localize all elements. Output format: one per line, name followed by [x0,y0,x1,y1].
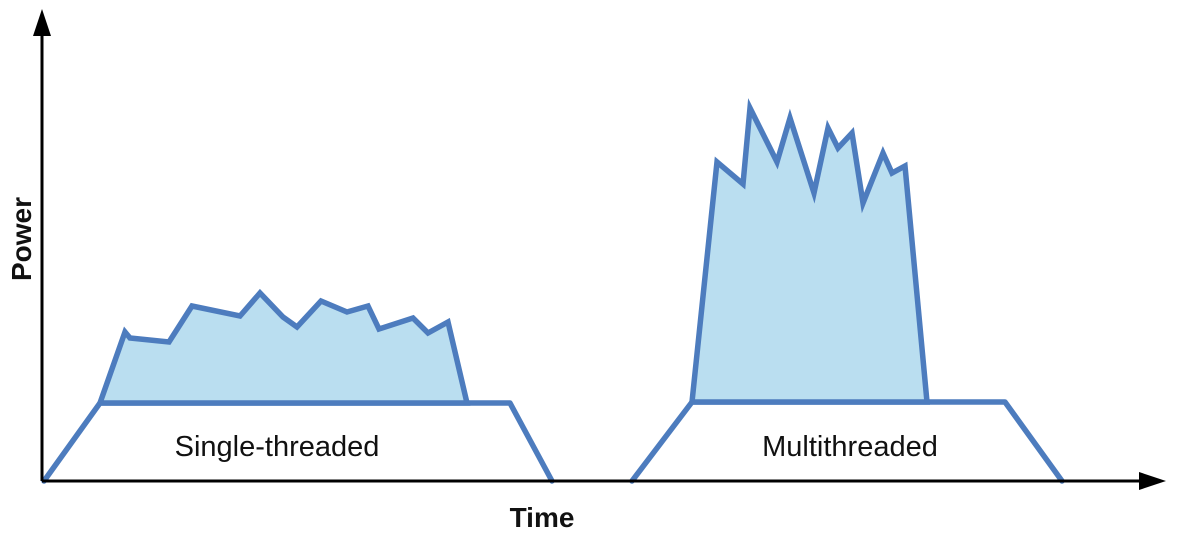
single-threaded-label: Single-threaded [175,431,380,463]
x-axis-label: Time [510,502,575,533]
multithreaded-label: Multithreaded [762,431,938,463]
y-axis-label: Power [6,197,37,281]
y-axis-arrowhead-icon [33,9,51,36]
multithreaded-burst-area [688,98,931,405]
single-threaded-burst-area [96,288,471,406]
x-axis-arrowhead-icon [1139,472,1166,490]
